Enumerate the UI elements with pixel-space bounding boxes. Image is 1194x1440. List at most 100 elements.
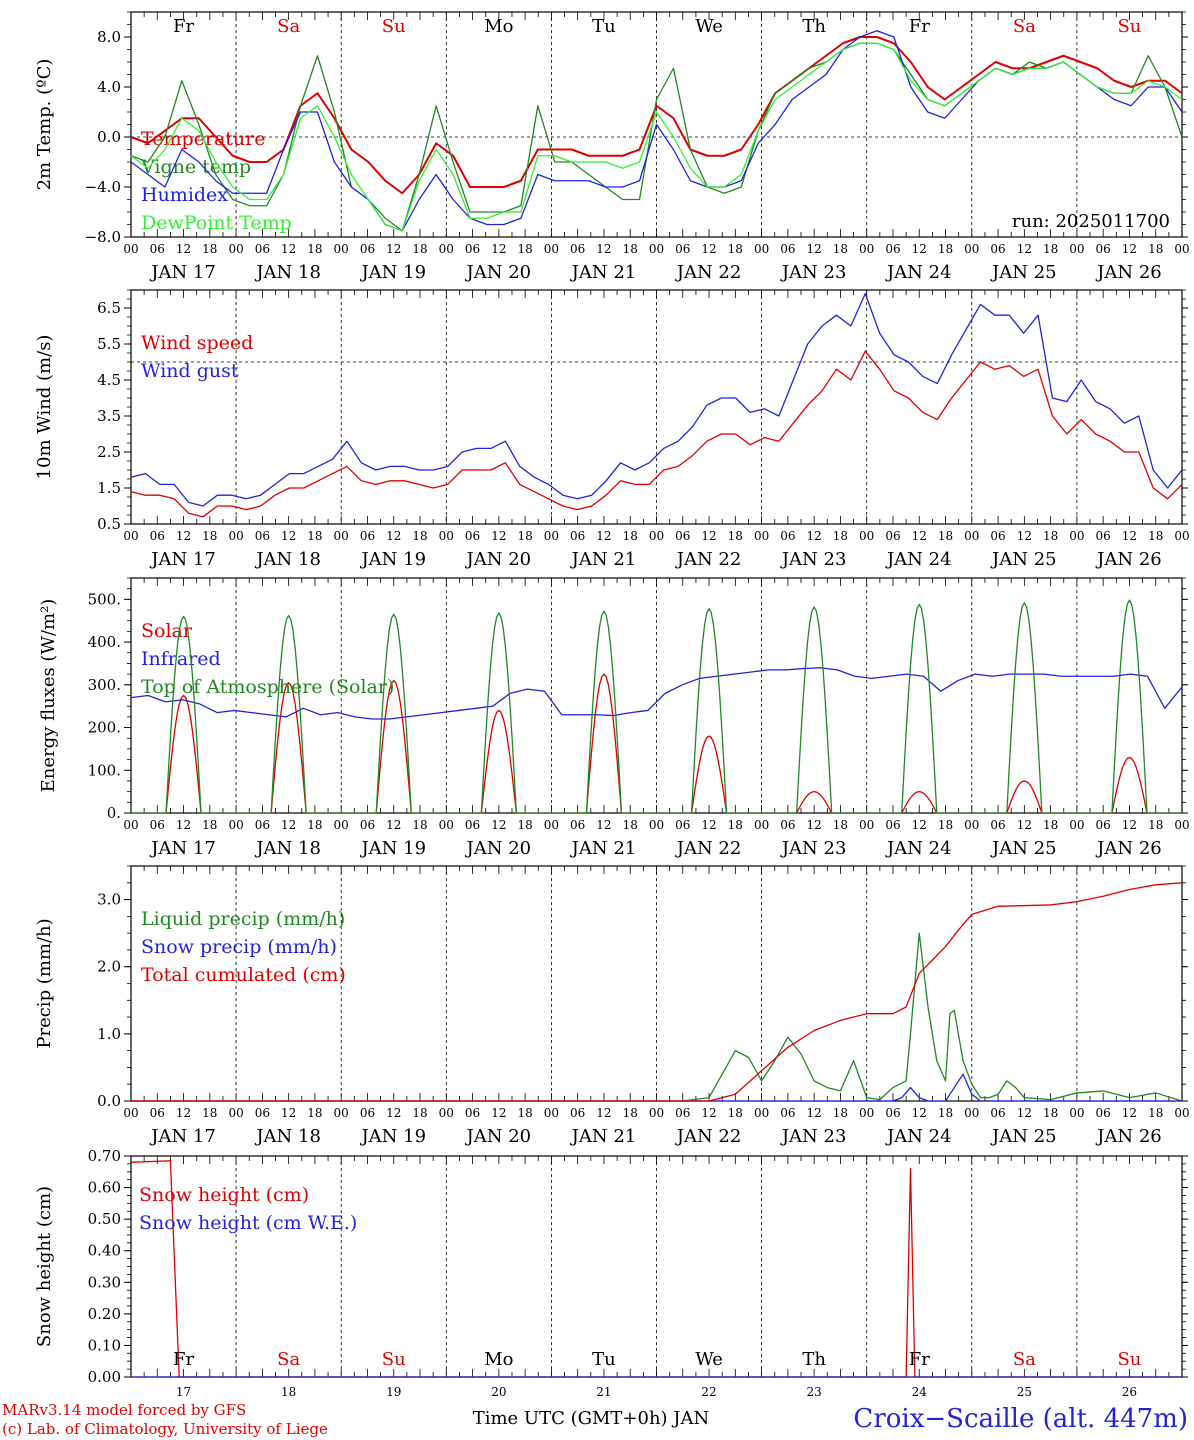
- hour-tick-label: 00: [544, 1106, 559, 1120]
- hour-tick-label: 12: [386, 1106, 401, 1120]
- hour-tick-label: 06: [570, 818, 585, 832]
- hour-tick-label: 06: [570, 529, 585, 543]
- hour-tick-label: 18: [938, 242, 953, 256]
- hour-tick-label: 12: [491, 242, 506, 256]
- y-tick-label: 0.40: [88, 1242, 121, 1260]
- hour-tick-label: 12: [1122, 242, 1137, 256]
- day-of-week-label: Tu: [592, 1349, 616, 1370]
- hour-tick-label: 00: [334, 1106, 349, 1120]
- y-tick-label: 3.5: [97, 407, 121, 425]
- y-tick-label: 3.0: [97, 891, 121, 909]
- legend-entry: Liquid precip (mm/h): [141, 908, 345, 930]
- bottom-date-label: 17: [176, 1385, 191, 1399]
- hour-tick-label: 06: [255, 818, 270, 832]
- day-of-week-label: Su: [382, 1349, 406, 1370]
- y-tick-label: 0.00: [88, 1368, 121, 1386]
- hour-tick-label: 06: [150, 242, 165, 256]
- date-label: JAN 20: [465, 1126, 532, 1147]
- series-line-top-of-atmosphere-solar-: [131, 599, 1182, 814]
- hour-tick-label: 06: [1096, 242, 1111, 256]
- y-tick-label: 0.30: [88, 1273, 121, 1291]
- x-tick-marks: [130, 290, 1183, 524]
- hour-tick-label: 12: [1122, 529, 1137, 543]
- hour-tick-label: 18: [1043, 818, 1058, 832]
- hour-tick-label: 00: [649, 1106, 664, 1120]
- date-label: JAN 18: [254, 549, 321, 570]
- hour-tick-label: 06: [675, 1106, 690, 1120]
- day-of-week-label: Th: [802, 16, 826, 37]
- hour-tick-label: 12: [912, 242, 927, 256]
- hour-tick-label: 00: [964, 529, 979, 543]
- date-label: JAN 21: [570, 838, 637, 859]
- date-label: JAN 23: [780, 549, 847, 570]
- hour-tick-label: 00: [228, 1106, 243, 1120]
- date-label: JAN 17: [149, 838, 216, 859]
- date-label: JAN 24: [885, 838, 952, 859]
- date-label: JAN 23: [780, 838, 847, 859]
- y-tick-label: 2.0: [97, 958, 121, 976]
- hour-tick-label: 18: [623, 1106, 638, 1120]
- y-minor-ticks: [127, 865, 1186, 1102]
- hour-tick-label: 06: [360, 1106, 375, 1120]
- hour-tick-label: 18: [517, 818, 532, 832]
- y-tick-label: 4.0: [97, 78, 121, 96]
- hour-tick-label: 00: [439, 242, 454, 256]
- hour-tick-label: 06: [360, 529, 375, 543]
- hour-tick-label: 12: [701, 1106, 716, 1120]
- hour-tick-label: 00: [544, 529, 559, 543]
- x-tick-marks: [130, 866, 1183, 1101]
- hour-tick-label: 12: [1017, 1106, 1032, 1120]
- day-of-week-label: Sa: [1013, 16, 1036, 37]
- credit-line-2: (c) Lab. of Climatology, University of L…: [2, 1420, 328, 1438]
- date-label: JAN 22: [675, 262, 742, 283]
- hour-tick-label: 12: [807, 1106, 822, 1120]
- hour-tick-label: 06: [885, 529, 900, 543]
- hour-tick-label: 06: [780, 242, 795, 256]
- y-tick-label: 400.: [88, 633, 121, 651]
- hour-tick-label: 06: [885, 1106, 900, 1120]
- hour-tick-label: 00: [964, 242, 979, 256]
- day-of-week-label: Sa: [277, 16, 300, 37]
- y-tick-label: −8.0: [85, 228, 121, 246]
- hour-tick-label: 18: [1148, 242, 1163, 256]
- y-minor-ticks: [127, 1155, 1186, 1378]
- day-of-week-label: Su: [1117, 16, 1141, 37]
- hour-tick-label: 18: [517, 529, 532, 543]
- y-tick-label: 0.70: [88, 1147, 121, 1165]
- date-label: JAN 18: [254, 1126, 321, 1147]
- date-label: JAN 22: [675, 838, 742, 859]
- hour-tick-label: 00: [123, 818, 138, 832]
- y-tick-label: 4.5: [97, 371, 121, 389]
- hour-tick-label: 18: [517, 242, 532, 256]
- hour-tick-label: 06: [150, 1106, 165, 1120]
- hour-tick-label: 00: [334, 242, 349, 256]
- day-of-week-label: Su: [1117, 1349, 1141, 1370]
- date-label: JAN 21: [570, 1126, 637, 1147]
- y-tick-label: 1.0: [97, 1025, 121, 1043]
- bottom-date-label: 19: [386, 1385, 401, 1399]
- date-label: JAN 23: [780, 262, 847, 283]
- x-tick-marks: [130, 578, 1183, 813]
- hour-tick-label: 00: [1069, 818, 1084, 832]
- hour-tick-label: 18: [202, 529, 217, 543]
- y-tick-label: 0.: [107, 804, 121, 822]
- hour-tick-label: 18: [833, 242, 848, 256]
- series-line-wind-gust: [130, 292, 1183, 507]
- hour-tick-label: 06: [255, 529, 270, 543]
- hour-tick-label: 18: [307, 529, 322, 543]
- date-label: JAN 17: [149, 549, 216, 570]
- hour-tick-label: 18: [1148, 818, 1163, 832]
- hour-tick-label: 00: [334, 529, 349, 543]
- hour-tick-label: 00: [754, 242, 769, 256]
- legend-entry: Solar: [141, 620, 193, 642]
- series-line-wind-speed: [130, 350, 1183, 518]
- day-of-week-label: Fr: [909, 16, 930, 37]
- y-tick-label: 200.: [88, 719, 121, 737]
- legend-entry: Humidex: [141, 184, 228, 206]
- y-tick-label: 5.5: [97, 335, 121, 353]
- hour-tick-label: 12: [491, 818, 506, 832]
- hour-tick-label: 00: [439, 529, 454, 543]
- hour-tick-label: 18: [412, 529, 427, 543]
- hour-tick-label: 00: [439, 818, 454, 832]
